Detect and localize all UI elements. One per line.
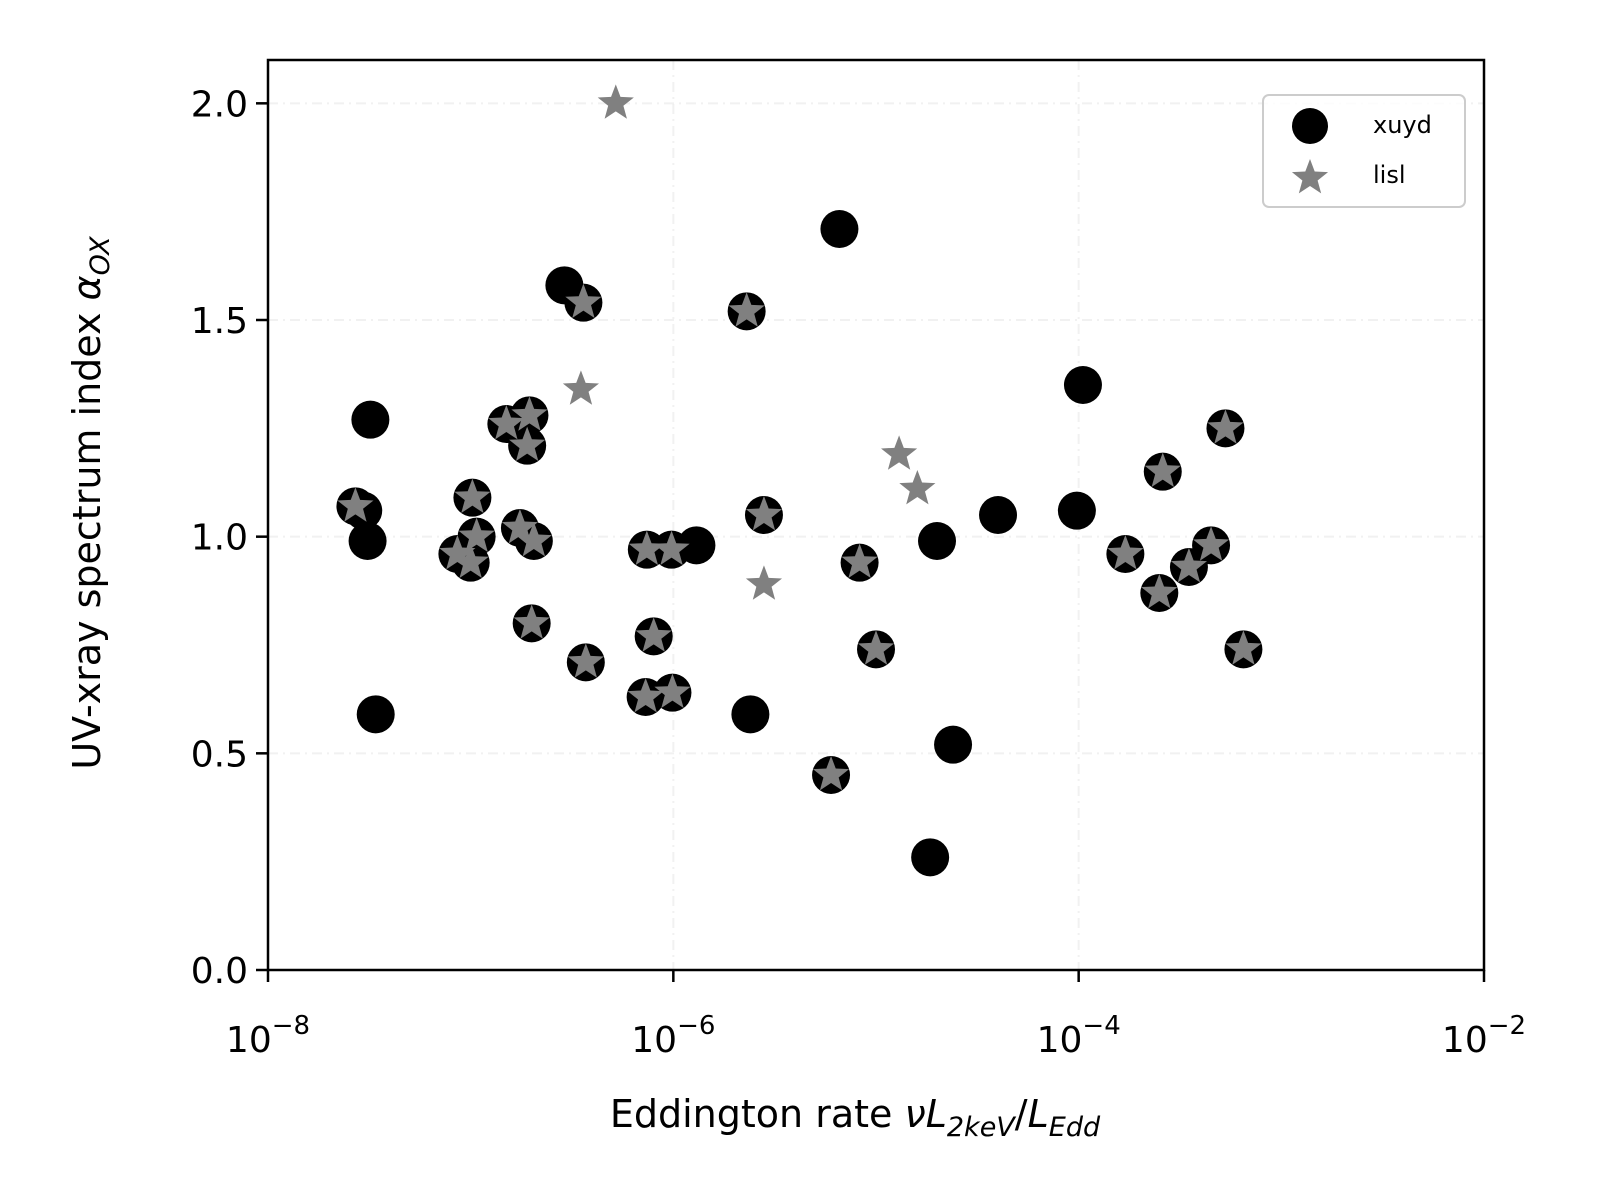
y-tick-label: 0.5 (191, 734, 248, 775)
point-lisl (513, 604, 550, 639)
point-lisl (728, 292, 765, 327)
series-lisl (337, 84, 1262, 791)
x-tick-label: 10−6 (631, 1011, 715, 1061)
point-lisl (857, 630, 895, 665)
point-lisl (488, 405, 525, 440)
point-lisl (745, 496, 783, 531)
point-xuyd (731, 695, 770, 734)
point-lisl (1207, 409, 1244, 444)
point-lisl (841, 543, 878, 579)
point-lisl (654, 673, 691, 709)
point-lisl (1170, 548, 1207, 583)
point-xuyd (1057, 491, 1096, 530)
point-lisl (745, 565, 783, 600)
point-lisl (1225, 630, 1262, 665)
point-lisl (562, 370, 599, 405)
point-xuyd (356, 695, 395, 734)
point-lisl (454, 478, 491, 514)
legend-marker-xuyd (1292, 108, 1328, 144)
y-tick-label: 1.0 (191, 518, 248, 559)
point-lisl (337, 487, 374, 522)
point-lisl (627, 678, 664, 713)
point-lisl (1141, 574, 1178, 609)
legend: xuyd lisl (1262, 94, 1466, 208)
x-axis-ticks: 10−8 10−6 10−4 10−2 (226, 970, 1526, 1061)
point-xuyd (934, 725, 973, 764)
legend-box (1262, 94, 1466, 208)
point-lisl (1192, 526, 1230, 561)
plot-frame (266, 58, 1486, 972)
point-lisl (565, 283, 602, 319)
y-axis-label: UV-xray spectrum index αOX (65, 236, 116, 770)
point-lisl (567, 643, 604, 678)
point-xuyd (820, 210, 859, 248)
legend-marker-lisl (1291, 159, 1329, 194)
point-xuyd (1063, 366, 1102, 404)
x-tick-label: 10−4 (1037, 1011, 1121, 1061)
point-lisl (899, 470, 936, 505)
point-lisl (458, 517, 495, 553)
x-axis-label: Eddington rate νL2keV/LEdd (610, 1092, 1101, 1143)
point-lisl (511, 396, 548, 431)
point-lisl (515, 522, 552, 557)
point-lisl (628, 530, 665, 566)
legend-label-lisl: lisl (1373, 161, 1406, 189)
point-lisl (635, 617, 672, 652)
point-lisl (509, 426, 546, 462)
point-xuyd (979, 496, 1018, 534)
point-lisl (1144, 452, 1181, 488)
legend-label-xuyd: xuyd (1373, 111, 1432, 139)
y-tick-label: 2.0 (191, 84, 248, 125)
y-axis-ticks: 0.0 0.5 1.0 1.5 2.0 (191, 84, 268, 992)
point-xuyd (918, 522, 957, 560)
point-xuyd (348, 522, 387, 560)
point-lisl (597, 84, 634, 119)
y-tick-label: 0.0 (191, 951, 248, 992)
point-lisl (452, 543, 489, 579)
x-tick-label: 10−8 (226, 1011, 310, 1061)
point-lisl (1107, 535, 1144, 570)
y-tick-label: 1.5 (191, 301, 248, 342)
point-lisl (881, 435, 918, 470)
point-lisl (501, 509, 538, 544)
point-lisl (439, 535, 476, 570)
point-lisl (812, 756, 850, 791)
data-points (336, 84, 1263, 877)
point-xuyd (911, 838, 950, 877)
point-xuyd (677, 526, 716, 565)
x-tick-label: 10−2 (1442, 1011, 1526, 1061)
point-lisl (653, 530, 690, 566)
point-xuyd (351, 400, 390, 439)
